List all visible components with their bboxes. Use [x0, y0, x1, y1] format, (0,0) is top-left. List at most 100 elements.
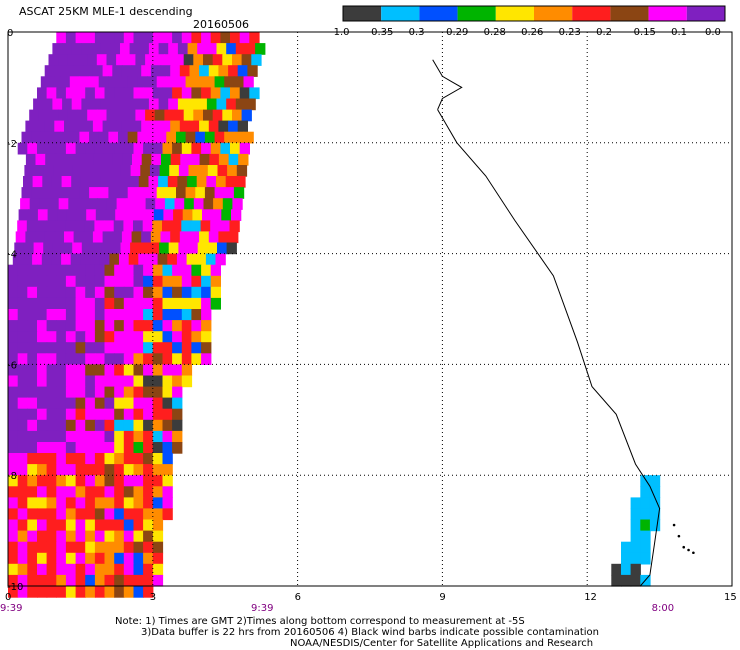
swath-cell: [123, 386, 135, 399]
swath-cell: [85, 497, 96, 510]
swath-cell: [104, 87, 115, 100]
swath-cell: [172, 264, 183, 277]
swath-cell: [220, 142, 231, 155]
swath-cell: [85, 419, 96, 432]
swath-cell: [75, 464, 86, 476]
swath-cell: [228, 153, 239, 166]
swath-cell: [94, 586, 106, 598]
swath-cell: [50, 187, 61, 199]
swath-cell: [68, 198, 79, 210]
swath-cell: [172, 142, 183, 155]
swath-cell: [94, 519, 106, 532]
swath-cell: [27, 309, 38, 321]
swath-cell: [143, 574, 154, 587]
swath-cell: [195, 131, 206, 144]
swath-cell: [123, 142, 135, 155]
swath-cell: [114, 331, 125, 343]
swath-cell: [98, 76, 109, 88]
swath-cell: [56, 563, 67, 576]
swath-cell: [48, 54, 59, 66]
swath-cell: [649, 486, 661, 498]
swath-cell: [37, 541, 48, 554]
swath-cell: [61, 253, 72, 266]
swath-cell: [193, 198, 205, 210]
swath-cell: [114, 430, 125, 443]
swath-cell: [76, 209, 87, 221]
swath-cell: [143, 353, 154, 365]
swath-cell: [110, 98, 121, 111]
swath-cell: [640, 497, 651, 510]
swath-cell: [40, 187, 52, 199]
swath-cell: [85, 563, 96, 576]
swath-cell: [172, 375, 183, 388]
colorbar-swatch: [686, 6, 725, 21]
swath-cell: [196, 176, 207, 188]
swath-cell: [131, 120, 142, 133]
swath-cell: [172, 286, 183, 299]
swath-cell: [65, 386, 77, 399]
swath-cell: [94, 386, 106, 399]
swath-cell: [46, 309, 57, 321]
island: [682, 545, 686, 549]
swath-cell: [17, 442, 28, 454]
swath-cell: [23, 176, 34, 188]
swath-cell: [44, 231, 55, 244]
swath-cell: [75, 297, 86, 310]
swath-cell: [112, 120, 123, 133]
swath-cell: [55, 220, 67, 233]
swath-cell: [154, 54, 165, 66]
swath-cell: [54, 231, 65, 244]
swath-cell: [46, 486, 57, 498]
swath-cell: [152, 508, 164, 521]
swath-cell: [35, 153, 46, 166]
swath-cell: [123, 530, 135, 543]
swath-cell: [104, 519, 115, 532]
swath-cell: [123, 286, 135, 299]
swath-cell: [94, 32, 106, 44]
swath-cell: [83, 153, 95, 166]
swath-cell: [137, 187, 148, 199]
swath-cell: [92, 65, 104, 77]
swath-cell: [181, 220, 192, 233]
swath-cell: [133, 320, 144, 332]
plot-frame: [7, 31, 733, 587]
swath-cell: [37, 264, 48, 277]
swath-cell: [143, 430, 154, 443]
swath-cell: [133, 442, 144, 454]
swath-cell: [65, 353, 77, 365]
swath-cell: [75, 375, 86, 388]
swath-cell: [75, 419, 86, 432]
swath-cell: [123, 220, 134, 233]
swath-cell: [160, 231, 171, 244]
swath-cell: [17, 453, 28, 465]
swath-cell: [114, 142, 125, 155]
swath-cell: [56, 530, 67, 543]
swath-cell: [158, 176, 169, 188]
swath-cell: [152, 541, 164, 554]
swath-cell: [52, 43, 63, 55]
swath-cell: [15, 231, 26, 244]
swath-cell: [8, 297, 19, 310]
swath-cell: [140, 165, 151, 177]
swath-cell: [156, 76, 167, 88]
swath-cell: [108, 76, 119, 88]
swath-cell: [152, 220, 163, 233]
swath-cell: [114, 297, 125, 310]
swath-cell: [640, 475, 651, 487]
swath-cell: [152, 309, 164, 321]
coastline-detail: [432, 59, 463, 110]
swath-cell: [125, 54, 137, 66]
swath-cell: [17, 530, 28, 543]
swath-cell: [172, 297, 183, 310]
swath-cell: [37, 320, 48, 332]
swath-cell: [210, 286, 221, 299]
swath-cell: [8, 497, 19, 510]
swath-cell: [170, 120, 181, 133]
swath-cell: [162, 497, 173, 510]
swath-cell: [37, 386, 48, 399]
swath-cell: [17, 552, 28, 565]
island: [687, 548, 690, 552]
swath-cell: [123, 32, 135, 44]
swath-cell: [123, 309, 135, 321]
swath-cell: [173, 209, 184, 221]
